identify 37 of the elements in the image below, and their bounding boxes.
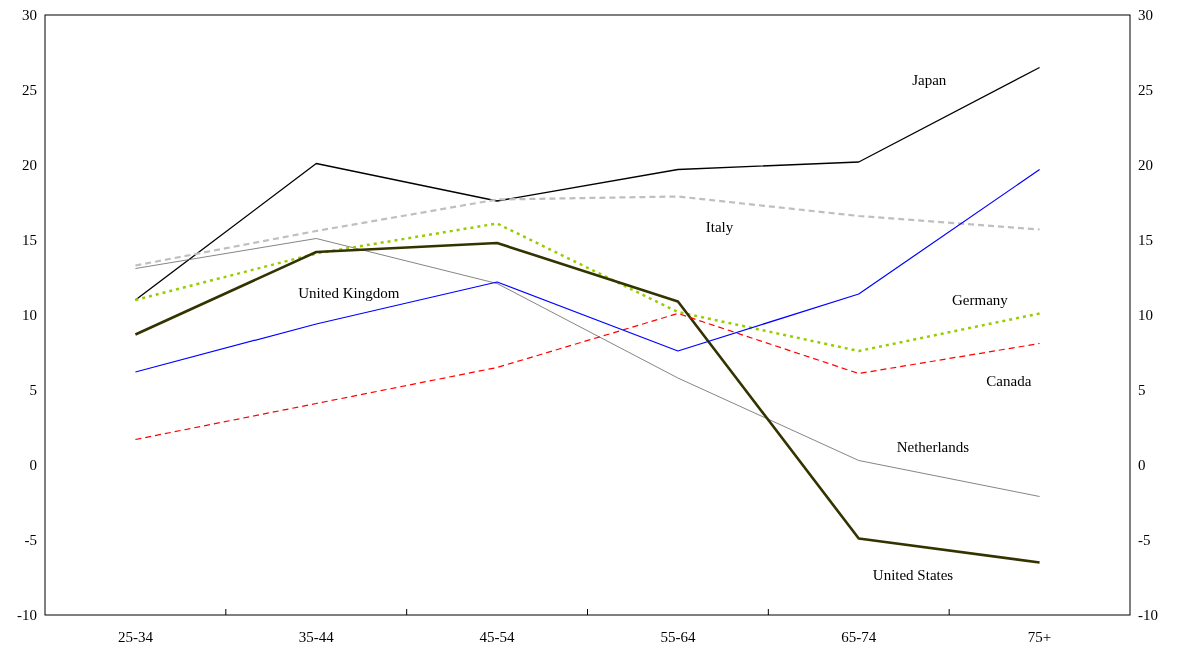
y-tick-label: -5 <box>24 532 37 549</box>
series-label: Germany <box>952 292 1009 308</box>
y2-tick-label: 5 <box>1138 382 1146 399</box>
y2-tick-label: 25 <box>1138 82 1153 99</box>
y2-tick-label: 30 <box>1138 7 1153 24</box>
series-label: Japan <box>912 71 947 88</box>
y2-tick-label: 15 <box>1138 232 1153 249</box>
y-tick-label: 15 <box>22 232 37 249</box>
y-tick-label: 20 <box>22 157 37 174</box>
y-tick-label: 25 <box>22 82 37 99</box>
series-label: Netherlands <box>896 439 970 455</box>
y2-tick-label: -10 <box>1138 607 1158 624</box>
y2-tick-label: 20 <box>1138 157 1153 174</box>
y2-tick-label: 0 <box>1138 457 1146 474</box>
line-series <box>134 312 1041 441</box>
series-label: Canada <box>986 373 1032 389</box>
line-series <box>134 195 1041 267</box>
x-tick-label: 65-74 <box>841 629 877 645</box>
x-tick-label: 45-54 <box>479 629 516 645</box>
x-tick-label: 35-44 <box>298 629 335 645</box>
y-tick-label: 0 <box>29 457 37 474</box>
x-tick-label: 75+ <box>1027 629 1052 645</box>
series-label: Italy <box>705 218 734 235</box>
y-tick-label: 5 <box>29 382 37 399</box>
line-series <box>134 222 1041 353</box>
y-tick-label: 30 <box>22 7 37 24</box>
y-tick-label: -10 <box>17 607 37 624</box>
series-label: United States <box>872 566 954 583</box>
line-series <box>135 238 1040 497</box>
y-tick-label: 10 <box>22 307 37 324</box>
x-tick-label: 55-64 <box>660 629 696 645</box>
y2-tick-label: 10 <box>1138 307 1153 324</box>
line-series <box>134 241 1041 564</box>
series-label: United Kingdom <box>298 284 400 301</box>
x-tick-label: 25-34 <box>117 629 154 645</box>
y2-tick-label: -5 <box>1138 532 1151 549</box>
line-series <box>134 168 1041 373</box>
